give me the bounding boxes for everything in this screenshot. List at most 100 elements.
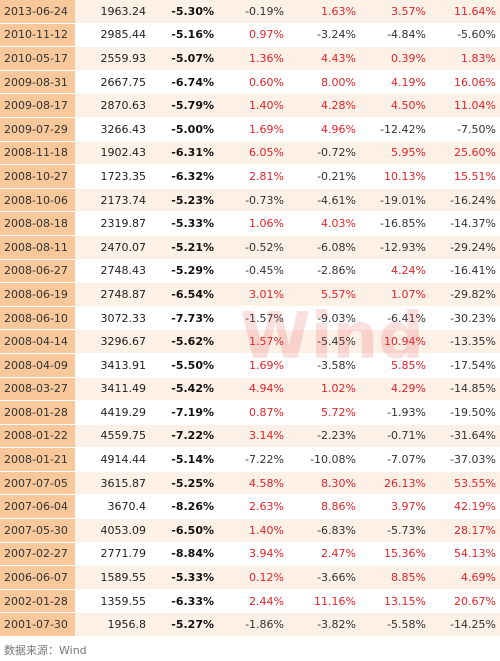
value-cell: -5.42% xyxy=(150,377,218,402)
value-cell: 8.86% xyxy=(288,494,360,520)
value-cell: -0.73% xyxy=(218,188,288,213)
value-cell: -4.61% xyxy=(288,188,360,213)
value-cell: -6.31% xyxy=(150,141,218,166)
value-cell: -6.83% xyxy=(288,518,360,543)
table-row: 2008-08-11 2470.07 -5.21% -0.52% -6.08% -12.9… xyxy=(0,235,500,260)
value-cell: -6.08% xyxy=(288,235,360,260)
value-cell: 1.69% xyxy=(218,117,288,142)
table-row: 2008-10-27 1723.35 -6.32% 2.81% -0.21% 10.13%… xyxy=(0,164,500,189)
value-cell: 0.87% xyxy=(218,400,288,425)
value-cell: -4.84% xyxy=(360,23,430,48)
value-cell: -5.62% xyxy=(150,329,218,354)
value-cell: 4.29% xyxy=(360,377,430,402)
value-cell: -5.45% xyxy=(288,329,360,354)
value-cell: 4.50% xyxy=(360,93,430,118)
value-cell: -10.08% xyxy=(288,447,360,472)
value-cell: 4.94% xyxy=(218,377,288,402)
value-cell: 15.51% xyxy=(430,164,500,189)
table-row: 2008-08-18 2319.87 -5.33% 1.06% 4.03% -16.85%… xyxy=(0,211,500,236)
table-row: 2007-05-30 4053.09 -6.50% 1.40% -6.83% -5.73%… xyxy=(0,518,500,543)
value-cell: 2870.63 xyxy=(75,93,150,118)
value-cell: 0.60% xyxy=(218,70,288,95)
value-cell: -6.54% xyxy=(150,282,218,307)
value-cell: 20.67% xyxy=(430,589,500,614)
value-cell: -5.07% xyxy=(150,46,218,71)
value-cell: 1.07% xyxy=(360,282,430,307)
table-row: 2009-08-31 2667.75 -6.74% 0.60% 8.00% 4.19% 16… xyxy=(0,70,500,95)
value-cell: -5.23% xyxy=(150,188,218,213)
value-cell: 3.57% xyxy=(360,0,430,24)
date-cell: 2008-04-09 xyxy=(0,353,75,378)
value-cell: -8.84% xyxy=(150,542,218,567)
value-cell: -5.50% xyxy=(150,353,218,378)
value-cell: -2.23% xyxy=(288,424,360,449)
value-cell: 4419.29 xyxy=(75,400,150,425)
value-cell: -0.52% xyxy=(218,235,288,260)
date-cell: 2007-07-05 xyxy=(0,471,75,496)
date-cell: 2010-11-12 xyxy=(0,23,75,48)
value-cell: 3.01% xyxy=(218,282,288,307)
value-cell: -6.41% xyxy=(360,306,430,331)
value-cell: -12.93% xyxy=(360,235,430,260)
value-cell: 4.19% xyxy=(360,70,430,95)
value-cell: 1963.24 xyxy=(75,0,150,24)
value-cell: 3266.43 xyxy=(75,117,150,142)
value-cell: 1.83% xyxy=(430,46,500,71)
table-row: 2008-06-19 2748.87 -6.54% 3.01% 5.57% 1.07% -2… xyxy=(0,282,500,307)
value-cell: -0.45% xyxy=(218,259,288,284)
value-cell: -14.25% xyxy=(430,612,500,638)
date-cell: 2007-06-04 xyxy=(0,494,75,520)
date-cell: 2007-05-30 xyxy=(0,518,75,543)
value-cell: -29.24% xyxy=(430,235,500,260)
value-cell: 8.00% xyxy=(288,70,360,95)
value-cell: 28.17% xyxy=(430,518,500,543)
value-cell: 42.19% xyxy=(430,494,500,520)
date-cell: 2001-07-30 xyxy=(0,612,75,638)
table-row: 2008-11-18 1902.43 -6.31% 6.05% -0.72% 5.95% 2… xyxy=(0,141,500,166)
value-cell: -6.33% xyxy=(150,589,218,614)
value-cell: -9.03% xyxy=(288,306,360,331)
value-cell: 2771.79 xyxy=(75,542,150,567)
value-cell: -19.01% xyxy=(360,188,430,213)
value-cell: 2.81% xyxy=(218,164,288,189)
value-cell: 5.85% xyxy=(360,353,430,378)
date-cell: 2009-08-17 xyxy=(0,93,75,118)
value-cell: 11.16% xyxy=(288,589,360,614)
value-cell: 13.15% xyxy=(360,589,430,614)
table-row: 2007-06-04 3670.4 -8.26% 2.63% 8.86% 3.97% 42.… xyxy=(0,494,500,520)
date-cell: 2008-01-28 xyxy=(0,400,75,425)
date-cell: 2013-06-24 xyxy=(0,0,75,24)
value-cell: 1902.43 xyxy=(75,141,150,166)
value-cell: 1359.55 xyxy=(75,589,150,614)
value-cell: -6.32% xyxy=(150,164,218,189)
date-cell: 2008-01-21 xyxy=(0,447,75,472)
value-cell: -14.85% xyxy=(430,377,500,402)
table-row: 2013-06-24 1963.24 -5.30% -0.19% 1.63% 3.57% 1… xyxy=(0,0,500,24)
value-cell: -7.22% xyxy=(218,447,288,472)
value-cell: -1.93% xyxy=(360,400,430,425)
value-cell: -37.03% xyxy=(430,447,500,472)
value-cell: 6.05% xyxy=(218,141,288,166)
value-cell: 2173.74 xyxy=(75,188,150,213)
value-cell: -5.30% xyxy=(150,0,218,24)
value-cell: 3.94% xyxy=(218,542,288,567)
table-row: 2009-08-17 2870.63 -5.79% 1.40% 4.28% 4.50% 11… xyxy=(0,93,500,118)
date-cell: 2009-07-29 xyxy=(0,117,75,142)
value-cell: 4.96% xyxy=(288,117,360,142)
value-cell: -5.33% xyxy=(150,211,218,236)
value-cell: -5.33% xyxy=(150,565,218,590)
value-cell: -3.66% xyxy=(288,565,360,590)
table-row: 2008-04-14 3296.67 -5.62% 1.57% -5.45% 10.94%… xyxy=(0,329,500,354)
date-cell: 2006-06-07 xyxy=(0,565,75,590)
value-cell: -31.64% xyxy=(430,424,500,449)
value-cell: -7.07% xyxy=(360,447,430,472)
value-cell: 0.12% xyxy=(218,565,288,590)
value-cell: 1956.8 xyxy=(75,612,150,638)
table-row: 2002-01-28 1359.55 -6.33% 2.44% 11.16% 13.15%… xyxy=(0,589,500,614)
value-cell: -16.85% xyxy=(360,211,430,236)
value-cell: 16.06% xyxy=(430,70,500,95)
value-cell: 4914.44 xyxy=(75,447,150,472)
date-cell: 2008-03-27 xyxy=(0,377,75,402)
value-cell: -29.82% xyxy=(430,282,500,307)
